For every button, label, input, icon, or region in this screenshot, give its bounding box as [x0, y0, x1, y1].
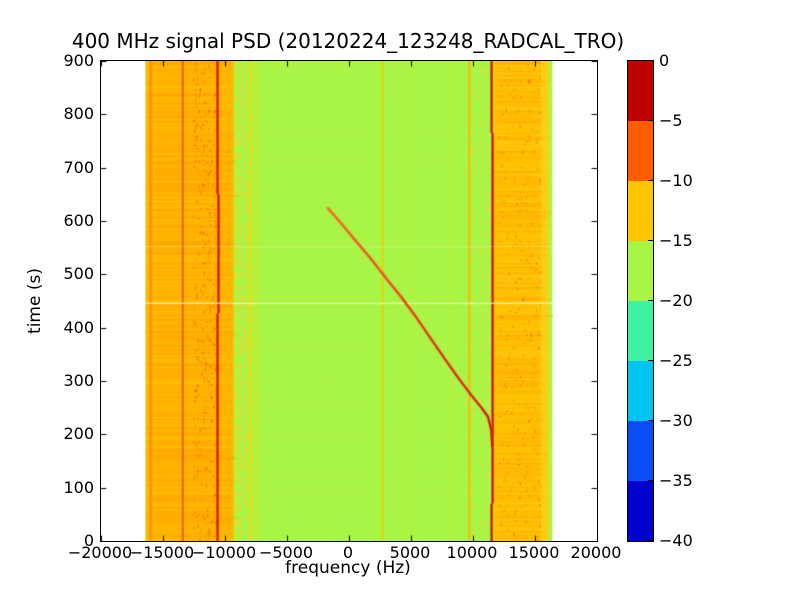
y-tick-label: 0 — [83, 531, 94, 550]
colorbar-tick-label: −20 — [659, 291, 693, 310]
colorbar-tick-label: −5 — [659, 111, 683, 130]
colorbar-tick — [648, 420, 653, 421]
colorbar-segment — [628, 61, 653, 121]
colorbar-segment — [628, 361, 653, 421]
psd-heatmap — [101, 61, 597, 541]
colorbar-tick-label: −40 — [659, 531, 693, 550]
plot-title: 400 MHz signal PSD (20120224_123248_RADC… — [71, 29, 625, 53]
colorbar-tick — [648, 300, 653, 301]
y-tick-label: 600 — [63, 211, 94, 230]
colorbar-tick — [648, 180, 653, 181]
colorbar-tick — [648, 60, 653, 61]
colorbar-tick-label: −10 — [659, 171, 693, 190]
colorbar-tick — [648, 480, 653, 481]
colorbar-segment — [628, 301, 653, 361]
x-axis-label: frequency (Hz) — [285, 558, 411, 578]
colorbar-segment — [628, 181, 653, 241]
x-tick-label: −15000 — [129, 543, 195, 562]
y-tick-label: 400 — [63, 317, 94, 337]
y-tick-label: 200 — [63, 424, 94, 444]
colorbar-segment — [628, 481, 653, 541]
y-tick-label: 500 — [63, 264, 94, 284]
colorbar-tick-label: −25 — [659, 351, 693, 370]
y-tick-label: 300 — [63, 371, 94, 390]
x-tick-label: −10000 — [191, 543, 257, 562]
colorbar-segment — [628, 421, 653, 481]
colorbar-tick — [648, 120, 653, 121]
colorbar — [627, 60, 654, 542]
colorbar-tick-label: −35 — [659, 471, 693, 490]
y-tick-label: 700 — [63, 157, 94, 177]
colorbar-tick-label: 0 — [659, 51, 670, 70]
colorbar-segment — [628, 121, 653, 181]
x-tick-label: 5000 — [389, 543, 431, 562]
y-tick-label: 800 — [63, 104, 94, 124]
x-tick-label: 0 — [342, 543, 354, 562]
x-tick-label: 15000 — [508, 543, 560, 562]
colorbar-tick-label: −15 — [659, 231, 693, 250]
colorbar-tick-label: −30 — [659, 411, 693, 430]
colorbar-tick — [648, 240, 653, 241]
colorbar-segment — [628, 241, 653, 301]
colorbar-tick — [648, 540, 653, 541]
y-tick-label: 900 — [63, 51, 94, 70]
y-tick-label: 100 — [63, 477, 94, 497]
x-tick-label: −20000 — [67, 543, 133, 562]
x-tick-label: −5000 — [258, 543, 314, 562]
x-tick-label: 20000 — [570, 543, 622, 562]
x-tick-label: 10000 — [446, 543, 498, 562]
plot-area — [100, 60, 598, 542]
colorbar-tick — [648, 360, 653, 361]
